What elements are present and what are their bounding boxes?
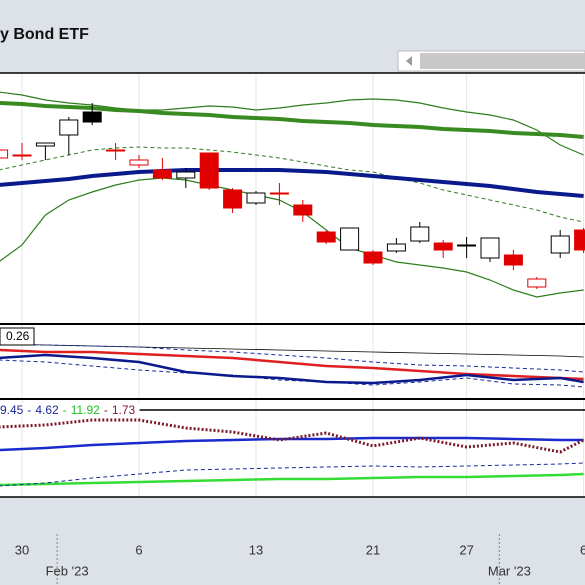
- indicator-line: [0, 472, 584, 487]
- candle-body: [269, 192, 289, 195]
- title: y Bond ETF: [0, 26, 89, 43]
- indicator-line: [0, 177, 584, 298]
- candle-body: [223, 189, 243, 209]
- indicator-value: 1.73: [112, 403, 136, 417]
- candle-body: [176, 171, 196, 179]
- indicator-line: [0, 168, 584, 198]
- candle-body: [129, 159, 149, 166]
- month-label: Feb '23: [46, 563, 89, 578]
- candle-body: [386, 243, 406, 252]
- indicator-line: [0, 436, 584, 452]
- separator: -: [63, 403, 67, 417]
- candle-body: [527, 278, 547, 288]
- indicator-labels: 9.45-4.62-11.92-1.73: [0, 403, 136, 417]
- indicator-line: [0, 418, 585, 454]
- scroll-thumb[interactable]: [420, 53, 585, 69]
- indicator-value: 9.45: [0, 403, 24, 417]
- indicator-value: 4.62: [35, 403, 59, 417]
- indicator-line: [0, 462, 584, 487]
- candle-body: [457, 244, 477, 247]
- separator: -: [104, 403, 108, 417]
- candle-body: [82, 111, 102, 123]
- candle-body: [12, 154, 32, 157]
- indicator-value: 11.92: [71, 403, 100, 417]
- x-tick-label: 21: [366, 542, 380, 557]
- candle-body: [410, 226, 430, 242]
- separator: -: [27, 403, 31, 417]
- candle-body: [550, 235, 570, 254]
- plot-area: [0, 73, 585, 497]
- candle-body: [503, 254, 523, 266]
- x-tick-label: 27: [459, 542, 473, 557]
- indicator-line: [0, 348, 584, 381]
- indicator-line: [0, 146, 584, 223]
- indicator-line: [0, 101, 584, 139]
- candle-body: [293, 204, 313, 216]
- month-label: Mar '23: [488, 563, 531, 578]
- candle-body: [574, 229, 585, 251]
- indicator-line: [0, 353, 584, 385]
- x-tick-label: 6: [135, 542, 142, 557]
- panel: [0, 91, 585, 298]
- candle-body: [0, 149, 9, 159]
- panel: [0, 418, 585, 487]
- candle-body: [152, 169, 172, 179]
- x-tick-label: 6: [580, 542, 585, 557]
- indicator-line: [0, 343, 584, 373]
- x-tick-label: 30: [15, 542, 29, 557]
- layers: [0, 74, 585, 497]
- candle-body: [316, 231, 336, 243]
- indicator-label: 0.26: [6, 329, 30, 343]
- candle-body: [35, 142, 55, 147]
- candle-body: [433, 242, 453, 251]
- panel: [0, 343, 584, 388]
- candle-body: [59, 119, 79, 136]
- indicator-line: [0, 91, 584, 156]
- x-tick-label: 13: [249, 542, 263, 557]
- candle-body: [363, 251, 383, 264]
- candle-body: [246, 192, 266, 204]
- scroll-left[interactable]: [406, 56, 412, 66]
- candle-body: [199, 152, 219, 189]
- candle-body: [340, 227, 360, 251]
- indicator-line: [0, 359, 584, 388]
- label-background: [0, 403, 140, 418]
- label-box: [0, 327, 35, 346]
- candle-body: [480, 237, 500, 259]
- candle-body: [106, 149, 126, 152]
